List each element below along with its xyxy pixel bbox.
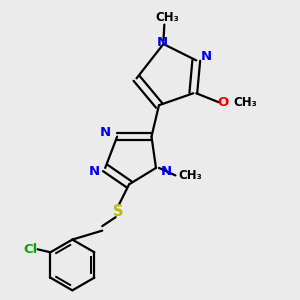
- Text: CH₃: CH₃: [155, 11, 179, 24]
- Text: N: N: [156, 36, 167, 49]
- Text: N: N: [200, 50, 211, 63]
- Text: N: N: [100, 126, 111, 139]
- Text: Cl: Cl: [24, 243, 38, 256]
- Text: N: N: [161, 165, 172, 178]
- Text: CH₃: CH₃: [234, 96, 257, 109]
- Text: S: S: [113, 204, 124, 219]
- Text: N: N: [88, 165, 99, 178]
- Text: CH₃: CH₃: [178, 169, 202, 182]
- Text: O: O: [218, 96, 229, 109]
